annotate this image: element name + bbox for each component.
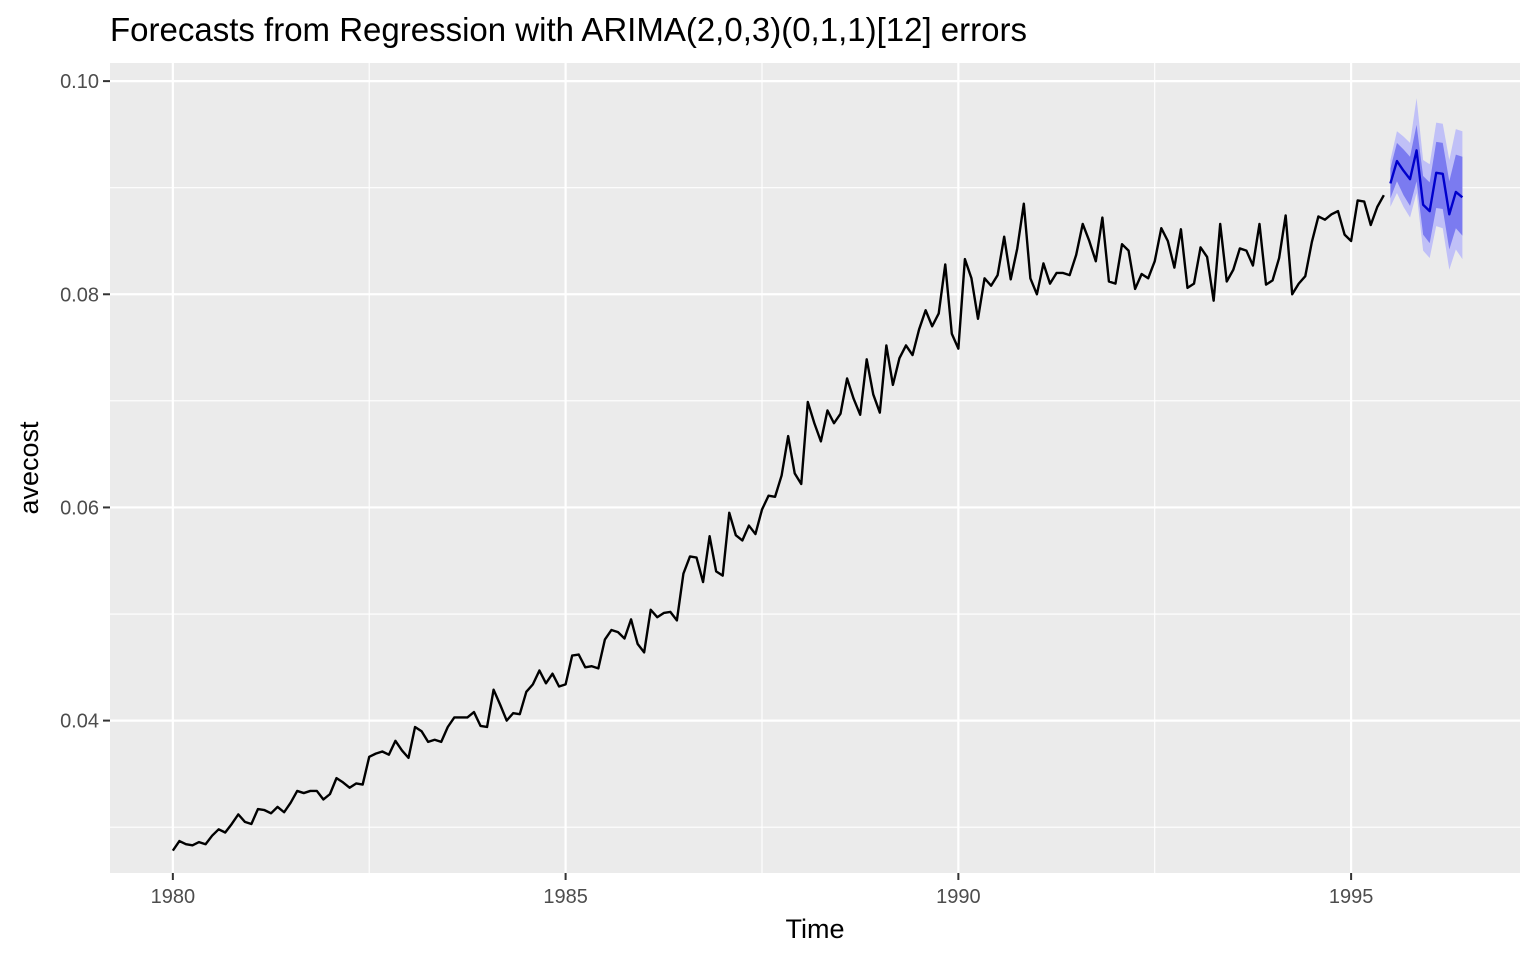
y-tick-label: 0.06 (60, 497, 99, 519)
y-axis: 0.04 0.06 0.08 0.10 (60, 71, 110, 733)
history-line (171, 194, 1385, 852)
x-axis: 1980 1985 1990 1995 (151, 873, 1374, 908)
x-tick-label: 1995 (1329, 886, 1374, 908)
forecast-line (1389, 149, 1464, 216)
y-tick-label: 0.10 (60, 71, 99, 93)
series-lines (171, 149, 1464, 852)
pi80-band (1390, 124, 1463, 250)
x-tick-label: 1980 (151, 886, 196, 908)
x-tick-label: 1990 (936, 886, 981, 908)
y-axis-title: avecost (14, 421, 44, 515)
x-tick-label: 1985 (543, 886, 588, 908)
minor-gridlines (110, 63, 1520, 873)
y-tick-label: 0.04 (60, 711, 99, 733)
major-gridlines (110, 63, 1520, 873)
x-axis-title: Time (786, 914, 845, 944)
y-tick-label: 0.08 (60, 284, 99, 306)
plot-panel (110, 63, 1520, 873)
chart-title: Forecasts from Regression with ARIMA(2,0… (110, 11, 1027, 48)
prediction-intervals (1390, 98, 1463, 270)
